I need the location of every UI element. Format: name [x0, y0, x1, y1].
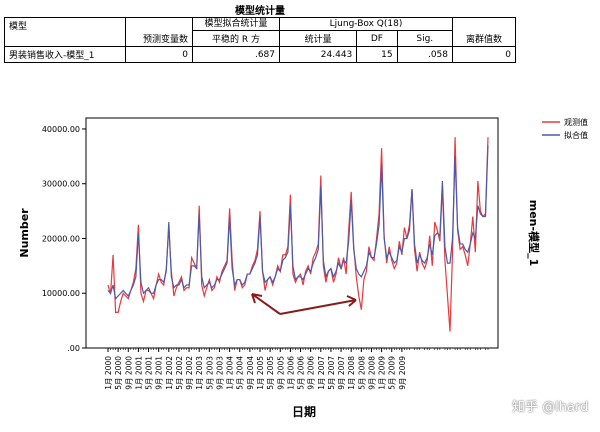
header-row-2: 平稳的 R 方 统计量 DF Sig. [5, 30, 516, 47]
x-tick-label: 9月 2001 [155, 356, 164, 390]
legend-label: 观测值 [564, 117, 588, 127]
x-tick-label: 9月 2002 [185, 356, 194, 390]
x-tick-label: 5月 2002 [175, 356, 184, 390]
x-tick-label: 1月 2003 [195, 356, 204, 390]
x-tick-label: 1月 2004 [226, 356, 235, 390]
annotation-arrowhead-right [346, 295, 357, 307]
x-tick-label: 1月 2000 [104, 356, 113, 390]
cell-stationary-r2: .687 [192, 46, 280, 63]
x-tick-label: 1月 2001 [134, 356, 143, 390]
x-tick-label: 1月 2008 [347, 356, 356, 390]
x-axis-label: 日期 [292, 404, 316, 419]
annotation-arrow-line-right [279, 299, 357, 315]
model-stats-table: 模型 预测变量数 模型拟合统计量 Ljung-Box Q(18) 离群值数 平稳… [4, 17, 516, 63]
y-tick-label: 30000.00 [42, 180, 80, 189]
x-tick-label: 5月 2003 [205, 356, 214, 390]
table-title: 模型统计量 [235, 6, 285, 17]
x-tick-label: 9月 2007 [337, 356, 346, 390]
y-tick-label: .00 [67, 344, 80, 353]
header-model: 模型 [4, 17, 126, 47]
y-tick-label: 40000.00 [42, 125, 80, 134]
x-tick-label: 9月 2004 [246, 356, 255, 390]
x-tick-label: 1月 2002 [165, 356, 174, 390]
x-tick-label: 5月 2006 [297, 356, 306, 390]
x-tick-label: 9月 2006 [307, 356, 316, 390]
header-df: DF [356, 30, 398, 47]
x-tick-label: 9月 2009 [398, 356, 407, 390]
x-tick-label: 5月 2008 [357, 356, 366, 390]
header-fit-group: 模型拟合统计量 [192, 17, 280, 31]
x-tick-label: 5月 2000 [114, 356, 123, 390]
header-sig: Sig. [396, 30, 454, 47]
chart-area: 40000.00 30000.00 20000.00 10000.00 .00 1月 20… [0, 108, 600, 428]
cell-statistic: 24.443 [278, 46, 358, 63]
x-tick-label: 9月 2008 [367, 356, 376, 390]
x-tick-label: 5月 2004 [236, 356, 245, 390]
y-tick-label: 10000.00 [42, 289, 80, 298]
x-tick-label: 1月 2009 [378, 356, 387, 390]
header-outliers: 离群值数 [452, 17, 516, 47]
y-axis-label: Number [18, 208, 31, 258]
header-row-1: 模型 预测变量数 模型拟合统计量 Ljung-Box Q(18) 离群值数 [4, 17, 516, 47]
watermark-logo: 知乎 @lhard [512, 400, 589, 415]
cell-model: 男装销售收入-模型_1 [4, 46, 126, 63]
x-tick-label: 5月 2001 [145, 356, 154, 390]
x-tick-label: 1月 2005 [256, 356, 265, 390]
right-axis-label: men-模型_1 [527, 200, 541, 266]
legend-label: 拟合值 [564, 130, 588, 140]
x-tick-label: 9月 2000 [124, 356, 133, 390]
annotation-arrowhead-left [251, 293, 263, 304]
x-tick-label: 5月 2005 [266, 356, 275, 390]
header-ljung-group: Ljung-Box Q(18) [279, 17, 453, 31]
x-tick-label: 9月 2005 [276, 356, 285, 390]
x-tick-label: 5月 2009 [388, 356, 397, 390]
x-tick-label: 9月 2003 [215, 356, 224, 390]
cell-df: 15 [356, 46, 398, 63]
header-predictors: 预测变量数 [125, 17, 193, 47]
y-tick-label: 20000.00 [42, 234, 80, 243]
x-tick-label: 5月 2007 [327, 356, 336, 390]
x-tick-label: 1月 2007 [317, 356, 326, 390]
x-tick-label: 1月 2006 [286, 356, 295, 390]
line-chart: 40000.00 30000.00 20000.00 10000.00 .00 1月 20… [18, 117, 588, 419]
annotation-arrow-line-left [251, 293, 281, 315]
series-line-fitted [107, 145, 489, 300]
header-stationary-r2: 平稳的 R 方 [192, 30, 280, 47]
header-statistic: 统计量 [278, 30, 358, 47]
cell-sig: .058 [396, 46, 454, 63]
table-row: 男装销售收入-模型_1 0 .687 24.443 15 .058 0 [4, 46, 516, 63]
cell-outliers: 0 [452, 46, 516, 63]
cell-predictors: 0 [125, 46, 193, 63]
